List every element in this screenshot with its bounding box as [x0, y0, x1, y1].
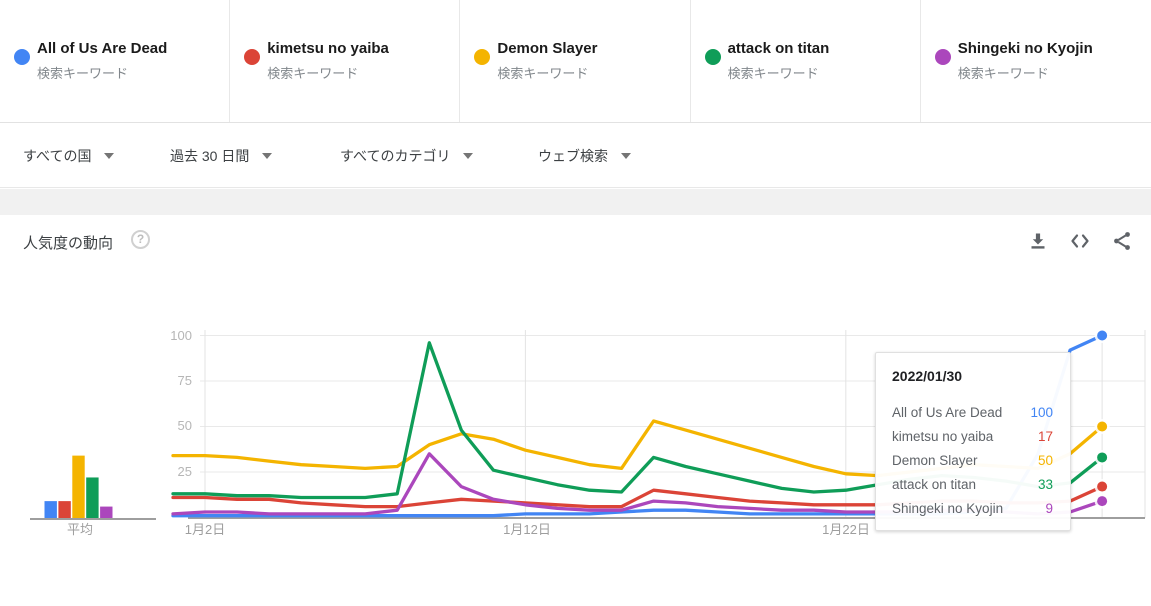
- chevron-down-icon: [463, 152, 474, 159]
- term-type-label: 検索キーワード: [267, 66, 359, 81]
- tooltip-row: kimetsu no yaiba 17: [892, 428, 1053, 444]
- tooltip-row: Demon Slayer 50: [892, 452, 1053, 468]
- term-color-dot: [704, 49, 721, 65]
- y-tick-100: 100: [170, 328, 192, 343]
- average-label: 平均: [66, 522, 93, 537]
- tooltip-row: All of Us Are Dead 100: [892, 404, 1053, 420]
- term-title: All of Us Are Dead: [37, 40, 168, 57]
- term-type-label: 検索キーワード: [37, 66, 129, 81]
- y-tick-50: 50: [177, 418, 192, 433]
- term-card-all-of-us-are-dead[interactable]: All of Us Are Dead 検索キーワード: [0, 0, 231, 122]
- x-tick-jan22: 1月22日: [822, 522, 870, 537]
- term-card-demon-slayer[interactable]: Demon Slayer 検索キーワード: [460, 0, 691, 122]
- chart-actions: [1027, 230, 1133, 252]
- term-type-label: 検索キーワード: [957, 66, 1049, 81]
- term-title: attack on titan: [727, 40, 830, 57]
- filter-category-dropdown[interactable]: すべてのカテゴリ: [340, 124, 474, 187]
- chart-tooltip: 2022/01/30 All of Us Are Dead 100 kimets…: [875, 352, 1071, 531]
- x-tick-jan2: 1月2日: [184, 522, 226, 537]
- term-color-dot: [934, 49, 951, 65]
- filter-country-label: すべての国: [23, 147, 92, 164]
- help-icon[interactable]: ?: [131, 230, 150, 249]
- share-icon[interactable]: [1111, 230, 1133, 252]
- x-tick-jan12: 1月12日: [503, 522, 551, 537]
- term-color-dot: [474, 49, 491, 65]
- filter-time-range-label: 過去 30 日間: [170, 147, 250, 164]
- term-title: kimetsu no yaiba: [267, 40, 389, 57]
- embed-code-icon[interactable]: [1069, 230, 1091, 252]
- section-divider: [0, 189, 1151, 215]
- term-card-kimetsu-no-yaiba[interactable]: kimetsu no yaiba 検索キーワード: [230, 0, 461, 122]
- chevron-down-icon: [104, 152, 115, 159]
- filter-country-dropdown[interactable]: すべての国: [23, 124, 115, 187]
- filter-search-type-dropdown[interactable]: ウェブ検索: [538, 124, 631, 187]
- term-type-label: 検索キーワード: [497, 66, 589, 81]
- filter-bar: すべての国 過去 30 日間 すべてのカテゴリ ウェブ検索: [0, 124, 1151, 188]
- term-type-label: 検索キーワード: [727, 66, 819, 81]
- search-terms-row: All of Us Are Dead 検索キーワード kimetsu no ya…: [0, 0, 1151, 123]
- term-card-shingeki-no-kyojin[interactable]: Shingeki no Kyojin 検索キーワード: [921, 0, 1151, 122]
- section-title: 人気度の動向: [23, 235, 114, 252]
- term-color-dot: [14, 49, 30, 65]
- chevron-down-icon: [621, 152, 631, 159]
- y-tick-75: 75: [177, 373, 192, 388]
- term-title: Demon Slayer: [497, 40, 598, 57]
- filter-category-label: すべてのカテゴリ: [340, 147, 451, 164]
- term-color-dot: [244, 49, 261, 65]
- download-icon[interactable]: [1027, 230, 1049, 252]
- tooltip-row: Shingeki no Kyojin 9: [892, 500, 1053, 516]
- chevron-down-icon: [262, 152, 273, 159]
- term-title: Shingeki no Kyojin: [957, 40, 1093, 57]
- tooltip-date: 2022/01/30: [892, 368, 963, 384]
- filter-search-type-label: ウェブ検索: [538, 147, 608, 164]
- tooltip-row: attack on titan 33: [892, 476, 1053, 492]
- term-card-attack-on-titan[interactable]: attack on titan 検索キーワード: [691, 0, 921, 122]
- filter-time-range-dropdown[interactable]: 過去 30 日間: [170, 124, 273, 187]
- y-tick-25: 25: [177, 464, 192, 479]
